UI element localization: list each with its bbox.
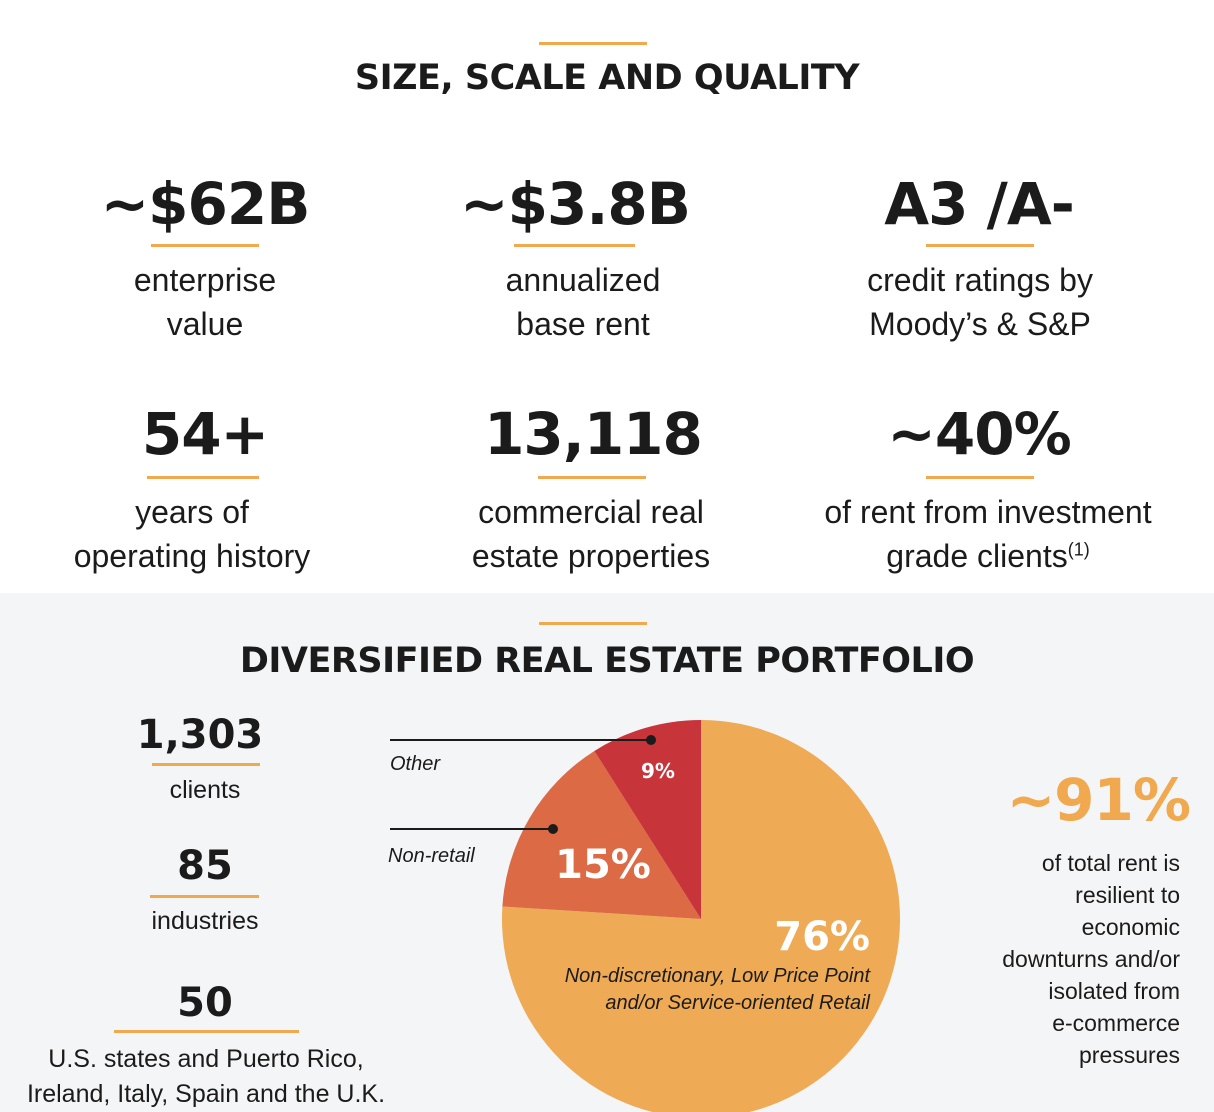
pie-value-label-1: 15% bbox=[555, 842, 651, 888]
stat-clients: 1,303 bbox=[136, 712, 264, 758]
stat-desc: years of operating history bbox=[73, 494, 311, 574]
stat-industries: 85 bbox=[177, 843, 233, 889]
pie-slice-2 bbox=[594, 720, 701, 919]
stat-credit-ratings: A3 /A- bbox=[884, 170, 1075, 238]
stat-rule bbox=[150, 895, 259, 898]
pie-value-label-2: 9% bbox=[641, 759, 675, 783]
stat-desc: U.S. states and Puerto Rico, Ireland, Ita… bbox=[26, 1045, 386, 1108]
section-title: DIVERSIFIED REAL ESTATE PORTFOLIO bbox=[239, 641, 975, 681]
stat-rule bbox=[926, 244, 1034, 247]
stat-rule bbox=[538, 476, 646, 479]
stat-rule bbox=[114, 1030, 299, 1033]
title-accent-rule bbox=[539, 622, 647, 625]
section-title: SIZE, SCALE AND QUALITY bbox=[354, 58, 860, 98]
pie-value-label-0: 76% bbox=[774, 914, 870, 960]
title-accent-rule bbox=[539, 42, 647, 45]
callout-other-dot bbox=[646, 735, 656, 745]
stat-enterprise-value: ~$62B bbox=[100, 170, 311, 238]
stat-rule bbox=[514, 244, 635, 247]
stat-states: 50 bbox=[177, 980, 233, 1026]
stat-desc: clients bbox=[169, 776, 241, 804]
footnote-marker: (1) bbox=[1067, 539, 1090, 560]
stat-properties: 13,118 bbox=[484, 400, 703, 468]
resilient-desc: of total rent is resilient to economic d… bbox=[1002, 850, 1180, 1068]
stat-desc: annualized base rent bbox=[505, 262, 661, 342]
legend-nonretail: Non-retail bbox=[388, 845, 475, 867]
pie-slice-0 bbox=[502, 720, 900, 1112]
stat-base-rent: ~$3.8B bbox=[460, 170, 691, 238]
stat-desc: industries bbox=[151, 907, 259, 935]
stat-desc: credit ratings by Moody’s & S&P bbox=[867, 262, 1093, 342]
stat-investment-grade: ~40% bbox=[887, 400, 1071, 468]
stat-desc: commercial real estate properties bbox=[471, 494, 711, 574]
legend-other: Other bbox=[390, 753, 441, 775]
pie-retail-desc-0: Non-discretionary, Low Price Point bbox=[565, 965, 872, 987]
pie-retail-desc-1: and/or Service-oriented Retail bbox=[605, 992, 870, 1014]
size-scale-section bbox=[0, 0, 1214, 593]
callout-nonretail-dot bbox=[548, 824, 558, 834]
resilient-value: ~91% bbox=[1006, 766, 1191, 834]
stat-rule bbox=[152, 763, 260, 766]
stat-years: 54+ bbox=[141, 400, 269, 468]
stat-rule bbox=[147, 476, 259, 479]
stat-desc: of rent from investment grade clients(1) bbox=[824, 494, 1152, 574]
pie-slice-1 bbox=[502, 750, 701, 919]
stat-rule bbox=[926, 476, 1034, 479]
stat-desc: enterprise value bbox=[133, 262, 277, 342]
stat-rule bbox=[151, 244, 259, 247]
